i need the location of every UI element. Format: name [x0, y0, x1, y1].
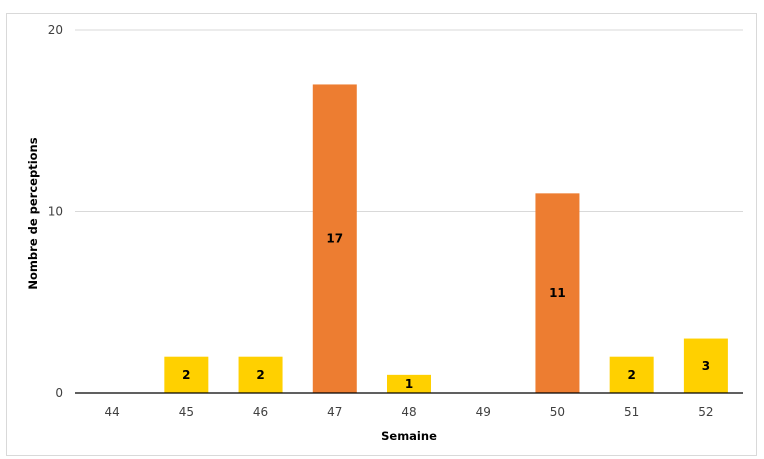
x-tick-label: 52 — [698, 405, 713, 419]
x-tick-label: 49 — [476, 405, 491, 419]
bar — [535, 193, 580, 393]
x-tick-label: 47 — [327, 405, 342, 419]
bar-data-label: 3 — [702, 359, 710, 373]
bar — [609, 356, 654, 393]
bar — [683, 338, 728, 393]
bar-data-label: 17 — [326, 232, 343, 246]
bars — [164, 84, 728, 393]
y-tick-label: 10 — [48, 205, 63, 219]
x-tick-label: 44 — [104, 405, 119, 419]
y-tick-label: 20 — [48, 23, 63, 37]
bar-data-label: 2 — [256, 368, 264, 382]
x-tick-label: 51 — [624, 405, 639, 419]
x-axis-title: Semaine — [381, 429, 437, 443]
x-tick-label: 46 — [253, 405, 268, 419]
x-tick-label: 50 — [550, 405, 565, 419]
y-tick-label: 0 — [55, 386, 63, 400]
bar-data-label: 2 — [627, 368, 635, 382]
y-axis-ticks: 0 10 20 — [48, 23, 63, 400]
bar — [387, 374, 431, 393]
x-tick-label: 45 — [179, 405, 194, 419]
bar-data-label: 11 — [549, 286, 566, 300]
x-axis-ticks: 44 45 46 47 48 49 50 51 52 — [104, 405, 713, 419]
bar-data-label: 2 — [182, 368, 190, 382]
bar-data-label: 1 — [405, 377, 413, 391]
bar — [238, 356, 283, 393]
y-axis-title: Nombre de perceptions — [26, 137, 40, 289]
gridlines — [75, 29, 743, 212]
bar — [312, 84, 357, 393]
x-tick-label: 48 — [401, 405, 416, 419]
bar — [164, 356, 209, 393]
